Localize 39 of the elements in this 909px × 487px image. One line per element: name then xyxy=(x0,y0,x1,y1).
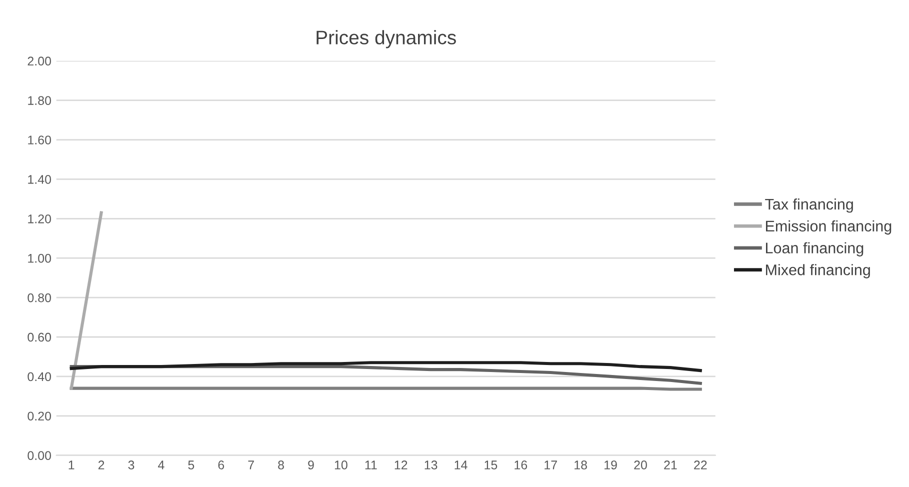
y-tick-label: 0.20 xyxy=(28,412,52,421)
y-tick-label: 0.60 xyxy=(28,332,52,342)
x-tick-label: 7 xyxy=(248,460,254,470)
y-tick-label: 1.80 xyxy=(28,96,52,105)
y-tick-label: 1.00 xyxy=(28,254,52,263)
y-tick-label: 2.00 xyxy=(28,56,52,66)
legend-label: Mixed financing xyxy=(766,264,870,278)
x-tick-label: 20 xyxy=(634,460,647,470)
y-tick-label: 0.40 xyxy=(28,372,52,382)
legend-label: Loan financing xyxy=(766,242,864,256)
x-tick-label: 9 xyxy=(308,460,314,470)
x-tick-label: 15 xyxy=(484,460,498,470)
x-tick-label: 16 xyxy=(514,460,528,470)
line-series xyxy=(70,361,702,372)
x-tick-label: 3 xyxy=(128,460,134,470)
y-tick-label: 1.40 xyxy=(28,175,52,184)
x-tick-label: 13 xyxy=(424,460,438,470)
x-tick-label: 5 xyxy=(188,460,194,470)
x-tick-label: 6 xyxy=(218,460,224,470)
x-tick-label: 21 xyxy=(664,460,677,470)
x-tick-label: 22 xyxy=(694,460,707,470)
legend-label: Tax financing xyxy=(765,198,853,213)
x-tick-label: 14 xyxy=(454,460,468,470)
x-tick-label: 4 xyxy=(158,460,164,470)
x-tick-label: 19 xyxy=(604,460,617,470)
x-tick-label: 1 xyxy=(68,460,74,470)
x-tick-label: 10 xyxy=(334,460,348,470)
y-tick-label: 0.80 xyxy=(28,293,52,302)
legend-label: Emission financing xyxy=(766,220,892,235)
x-tick-label: 17 xyxy=(544,460,557,470)
x-tick-label: 8 xyxy=(278,460,284,470)
x-tick-label: 18 xyxy=(574,460,587,470)
chart-title: Prices dynamics xyxy=(316,30,456,48)
x-tick-label: 2 xyxy=(98,460,104,470)
y-tick-label: 0.00 xyxy=(28,451,52,460)
x-tick-label: 12 xyxy=(394,460,408,470)
x-tick-label: 11 xyxy=(365,460,377,470)
y-tick-label: 1.60 xyxy=(28,136,52,144)
y-tick-label: 1.20 xyxy=(28,214,52,224)
